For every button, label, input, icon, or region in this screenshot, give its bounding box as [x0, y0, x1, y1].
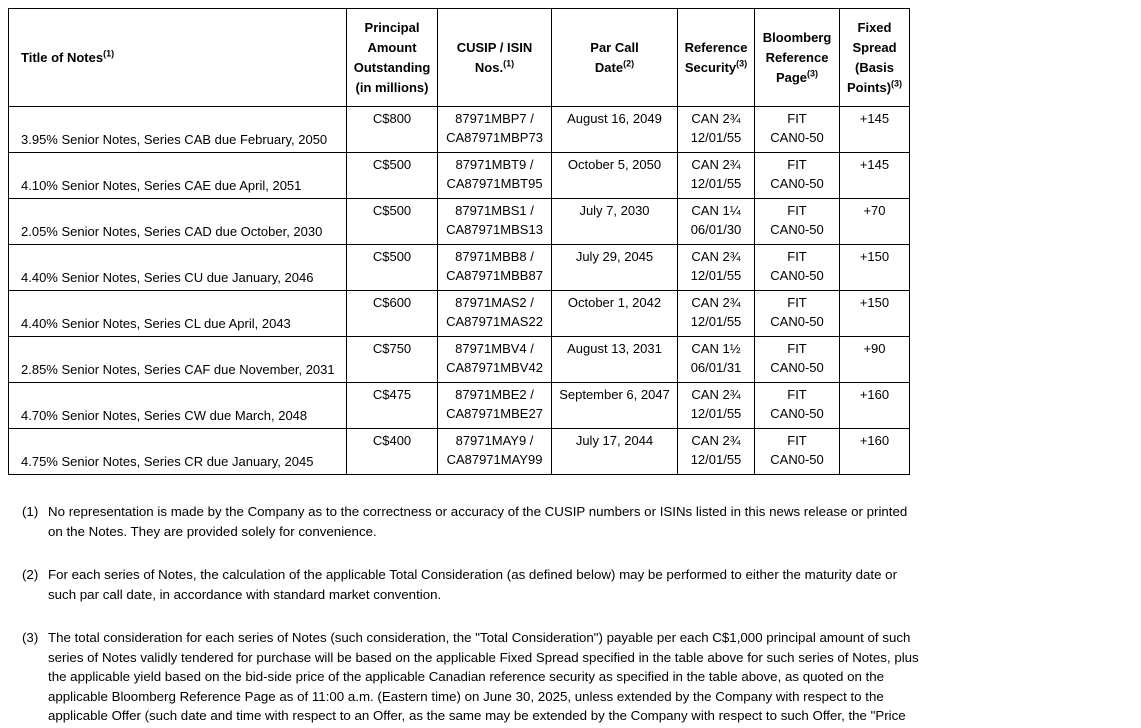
footnote-text: The total consideration for each series …: [48, 630, 919, 728]
header-principal-amount: Principal Amount Outstanding (in million…: [346, 8, 438, 107]
cell-cusip: 87971MBB8 / CA87971MBB87: [437, 244, 552, 291]
footnote-text: No representation is made by the Company…: [48, 504, 908, 539]
header-label: Par Call Date: [590, 39, 639, 75]
cell-fixed-spread: +145: [839, 152, 910, 199]
footnote-number: (1): [22, 504, 39, 519]
cell-bloomberg-page: FIT CAN0-50: [754, 382, 840, 429]
header-title-of-notes: Title of Notes(1): [8, 8, 347, 107]
cell-title: 2.85% Senior Notes, Series CAF due Novem…: [8, 336, 347, 383]
header-cusip-isin: CUSIP / ISIN Nos.(1): [437, 8, 552, 107]
cell-principal: C$475: [346, 382, 438, 429]
cell-cusip: 87971MBP7 / CA87971MBP73: [437, 106, 552, 153]
cell-cusip: 87971MBV4 / CA87971MBV42: [437, 336, 552, 383]
cell-reference-security: CAN 1¼ 06/01/30: [677, 198, 755, 245]
cell-par-call: July 29, 2045: [551, 244, 678, 291]
header-label: Fixed Spread (Basis Points): [846, 19, 897, 95]
table-row: 3.95% Senior Notes, Series CAB due Febru…: [8, 106, 910, 153]
table-body: 3.95% Senior Notes, Series CAB due Febru…: [8, 106, 910, 475]
cell-principal: C$600: [346, 290, 438, 337]
header-bloomberg-page: Bloomberg Reference Page(3): [754, 8, 840, 107]
table-row: 2.05% Senior Notes, Series CAD due Octob…: [8, 198, 910, 245]
header-label: CUSIP / ISIN Nos.: [456, 39, 533, 75]
table-row: 4.40% Senior Notes, Series CU due Januar…: [8, 244, 910, 291]
cell-cusip: 87971MAS2 / CA87971MAS22: [437, 290, 552, 337]
cell-reference-security: CAN 1½ 06/01/31: [677, 336, 755, 383]
header-label: Principal Amount Outstanding (in million…: [353, 19, 431, 95]
table-header-row: Title of Notes(1) Principal Amount Outst…: [8, 8, 910, 107]
cell-reference-security: CAN 2¾ 12/01/55: [677, 428, 755, 475]
header-label: Title of Notes: [21, 49, 104, 65]
table-row: 4.70% Senior Notes, Series CW due March,…: [8, 382, 910, 429]
footnote-number: (2): [22, 567, 39, 582]
cell-cusip: 87971MBS1 / CA87971MBS13: [437, 198, 552, 245]
cell-fixed-spread: +90: [839, 336, 910, 383]
footnote-number: (3): [22, 630, 39, 645]
cell-principal: C$500: [346, 152, 438, 199]
cell-bloomberg-page: FIT CAN0-50: [754, 152, 840, 199]
cell-principal: C$500: [346, 244, 438, 291]
footnote-text: For each series of Notes, the calculatio…: [48, 567, 898, 602]
footnote-item: (3) The total consideration for each ser…: [22, 628, 1141, 728]
cell-bloomberg-page: FIT CAN0-50: [754, 244, 840, 291]
footnote-ref-icon: (3): [891, 78, 903, 89]
cell-reference-security: CAN 2¾ 12/01/55: [677, 244, 755, 291]
cell-reference-security: CAN 2¾ 12/01/55: [677, 106, 755, 153]
table-row: 4.10% Senior Notes, Series CAE due April…: [8, 152, 910, 199]
footnote-ref-icon: (1): [103, 48, 115, 59]
footnote-item: (1) No representation is made by the Com…: [22, 502, 1141, 541]
cell-bloomberg-page: FIT CAN0-50: [754, 198, 840, 245]
cell-cusip: 87971MBE2 / CA87971MBE27: [437, 382, 552, 429]
cell-title: 4.10% Senior Notes, Series CAE due April…: [8, 152, 347, 199]
cell-bloomberg-page: FIT CAN0-50: [754, 290, 840, 337]
footnote-ref-icon: (1): [503, 58, 515, 69]
cell-title: 2.05% Senior Notes, Series CAD due Octob…: [8, 198, 347, 245]
cell-fixed-spread: +70: [839, 198, 910, 245]
cell-principal: C$750: [346, 336, 438, 383]
notes-offer-table: Title of Notes(1) Principal Amount Outst…: [8, 8, 910, 475]
cell-fixed-spread: +150: [839, 244, 910, 291]
cell-principal: C$800: [346, 106, 438, 153]
cell-reference-security: CAN 2¾ 12/01/55: [677, 152, 755, 199]
cell-par-call: August 16, 2049: [551, 106, 678, 153]
cell-title: 4.40% Senior Notes, Series CL due April,…: [8, 290, 347, 337]
cell-par-call: August 13, 2031: [551, 336, 678, 383]
cell-principal: C$500: [346, 198, 438, 245]
header-par-call-date: Par Call Date(2): [551, 8, 678, 107]
cell-cusip: 87971MBT9 / CA87971MBT95: [437, 152, 552, 199]
cell-par-call: September 6, 2047: [551, 382, 678, 429]
table-row: 4.75% Senior Notes, Series CR due Januar…: [8, 428, 910, 475]
footnote-ref-icon: (2): [623, 58, 635, 69]
header-reference-security: Reference Security(3): [677, 8, 755, 107]
cell-title: 4.40% Senior Notes, Series CU due Januar…: [8, 244, 347, 291]
cell-par-call: July 17, 2044: [551, 428, 678, 475]
cell-title: 4.75% Senior Notes, Series CR due Januar…: [8, 428, 347, 475]
header-label: Reference Security: [684, 39, 748, 75]
cell-par-call: October 5, 2050: [551, 152, 678, 199]
table-row: 4.40% Senior Notes, Series CL due April,…: [8, 290, 910, 337]
footnotes-section: (1) No representation is made by the Com…: [8, 502, 1141, 728]
cell-fixed-spread: +145: [839, 106, 910, 153]
cell-title: 4.70% Senior Notes, Series CW due March,…: [8, 382, 347, 429]
footnote-ref-icon: (3): [807, 68, 819, 79]
cell-cusip: 87971MAY9 / CA87971MAY99: [437, 428, 552, 475]
header-label: Bloomberg Reference Page: [762, 29, 832, 85]
cell-fixed-spread: +160: [839, 428, 910, 475]
cell-par-call: July 7, 2030: [551, 198, 678, 245]
cell-fixed-spread: +150: [839, 290, 910, 337]
cell-reference-security: CAN 2¾ 12/01/55: [677, 290, 755, 337]
header-fixed-spread: Fixed Spread (Basis Points)(3): [839, 8, 910, 107]
cell-title: 3.95% Senior Notes, Series CAB due Febru…: [8, 106, 347, 153]
footnote-item: (2) For each series of Notes, the calcul…: [22, 565, 1141, 604]
cell-fixed-spread: +160: [839, 382, 910, 429]
cell-bloomberg-page: FIT CAN0-50: [754, 336, 840, 383]
cell-par-call: October 1, 2042: [551, 290, 678, 337]
footnote-ref-icon: (3): [736, 58, 748, 69]
cell-principal: C$400: [346, 428, 438, 475]
cell-bloomberg-page: FIT CAN0-50: [754, 106, 840, 153]
cell-bloomberg-page: FIT CAN0-50: [754, 428, 840, 475]
table-row: 2.85% Senior Notes, Series CAF due Novem…: [8, 336, 910, 383]
cell-reference-security: CAN 2¾ 12/01/55: [677, 382, 755, 429]
